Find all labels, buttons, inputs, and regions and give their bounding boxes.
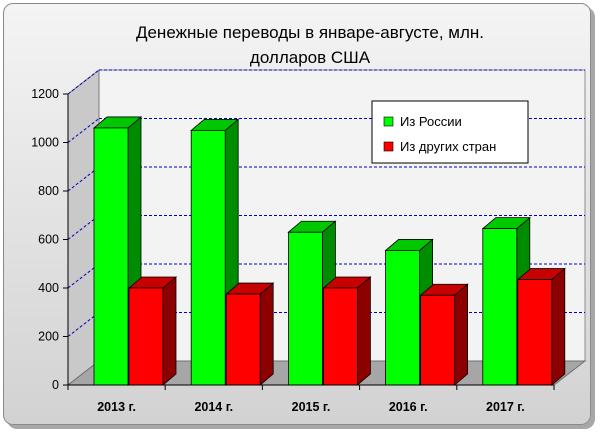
- bar: [127, 276, 178, 386]
- x-tick-label: 2013 г.: [97, 400, 136, 414]
- chart-title-line-2: долларов США: [250, 48, 371, 67]
- x-tick-label: 2016 г.: [389, 400, 428, 414]
- bar: [516, 267, 566, 386]
- chart-card: Денежные переводы в январе-августе, млн.…: [3, 3, 591, 425]
- bar: [287, 220, 337, 386]
- x-tick-label: 2017 г.: [486, 400, 525, 414]
- legend-swatch-russia: [383, 116, 394, 127]
- bar: [322, 276, 372, 386]
- chart-title-line-1: Денежные переводы в январе-августе, млн.: [136, 23, 484, 42]
- legend-swatch-other: [383, 141, 394, 152]
- y-tick-label: 600: [38, 233, 59, 247]
- x-tick-label: 2014 г.: [194, 400, 233, 414]
- legend-label-other: Из других стран: [400, 139, 496, 154]
- y-tick-label: 1200: [31, 87, 59, 101]
- y-tick-label: 200: [38, 330, 59, 344]
- gridline-side: [67, 118, 100, 143]
- x-axis: 2013 г. 2014 г. 2015 г. 2016 г. 2017 г.: [67, 384, 555, 414]
- y-tick-label: 800: [38, 184, 59, 198]
- gridline-side: [67, 69, 100, 95]
- legend-box: [371, 100, 529, 164]
- y-axis: 0 200 400 600 800 1000 1200: [31, 87, 69, 392]
- y-tick-label: 400: [38, 281, 59, 295]
- y-tick-label: 1000: [31, 136, 59, 150]
- bar: [419, 283, 469, 386]
- legend: Из России Из других стран: [371, 100, 529, 164]
- bar: [225, 282, 275, 386]
- bar-series: [92, 116, 566, 386]
- legend-label-russia: Из России: [400, 114, 462, 129]
- y-tick-label: 0: [52, 378, 59, 392]
- bar-chart: Денежные переводы в январе-августе, млн.…: [31, 23, 587, 414]
- x-tick-label: 2015 г.: [292, 400, 331, 414]
